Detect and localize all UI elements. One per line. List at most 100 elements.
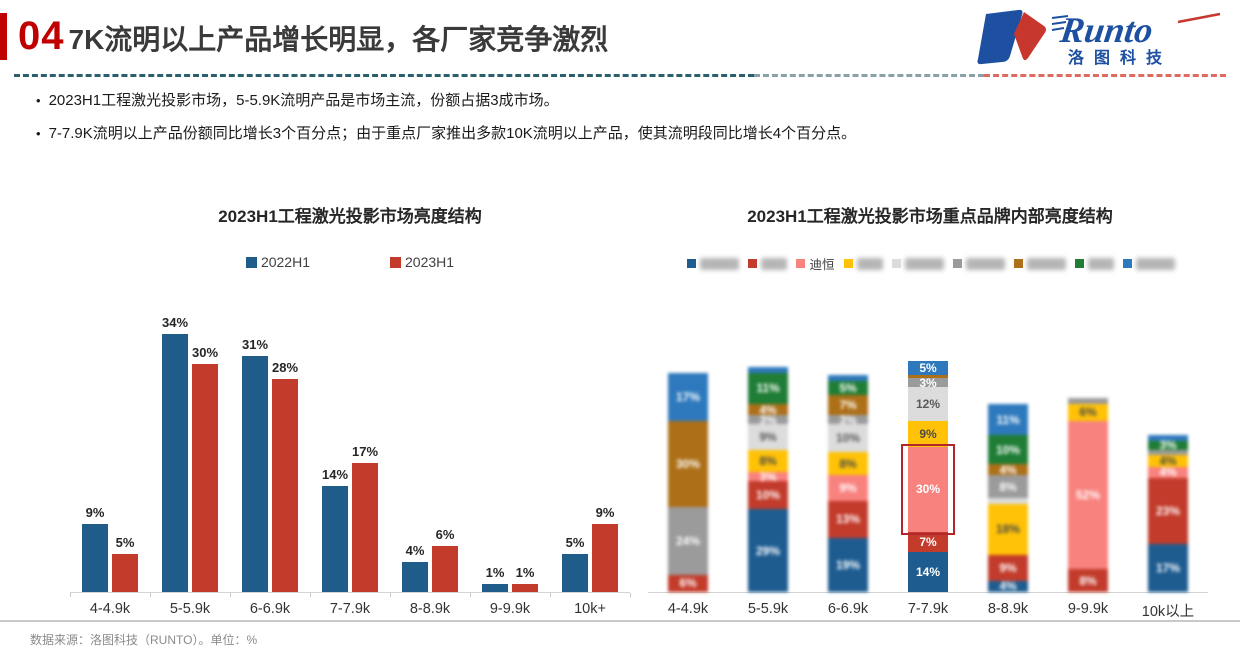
runto-logo: Runto 洛图科技 — [972, 6, 1222, 70]
bar-segment: 10% — [988, 435, 1028, 464]
bar-value-label: 6% — [435, 527, 455, 543]
bar-segment: 9% — [828, 475, 868, 501]
bar — [432, 546, 458, 592]
logo-mark-red — [1014, 12, 1046, 61]
right-chart-title: 2023H1工程激光投影市场重点品牌内部亮度结构 — [747, 207, 1113, 226]
bar-value-label: 31% — [241, 337, 269, 353]
bar-segment: 29% — [748, 509, 788, 592]
bar-segment: 3% — [908, 377, 948, 388]
stacked-bar: 6% 24% 30% 17% — [668, 372, 708, 592]
bar-segment: 3% — [1148, 440, 1188, 451]
bar-segment: 11% — [988, 403, 1028, 436]
bar-value-label: 28% — [271, 360, 299, 376]
bar-segment — [748, 366, 788, 373]
bullet-list: • 2023H1工程激光投影市场，5-5.9K流明产品是市场主流，份额占据3成市… — [36, 90, 1186, 156]
bar-segment: 12% — [908, 386, 948, 422]
axis-tick — [630, 593, 631, 597]
bar-segment: 8% — [988, 475, 1028, 498]
red-accent-bar — [0, 13, 7, 60]
bar-segment: 4% — [988, 580, 1028, 593]
bar — [352, 462, 378, 592]
bar-segment: 9% — [988, 554, 1028, 581]
logo-subtext: 洛图科技 — [1068, 48, 1172, 67]
bar — [592, 523, 618, 592]
bar — [82, 523, 108, 592]
logo-text: Runto — [1057, 10, 1156, 50]
legend-label: 迪恒 — [809, 258, 835, 272]
legend-item — [952, 257, 1005, 270]
legend-item — [891, 257, 944, 270]
dashed-separator-teal — [14, 74, 754, 77]
grouped-bar-plot: 9% 5% 4-4.9k 34% 30% 5-5.9k 31% 28% 6-6.9k 14% 17%… — [70, 290, 631, 617]
stacked-bar-plot: 6% 24% 30% 17% 4-4.9k 29% 10% 3% 8% 9% 3% 4% 11% 5-5.… — [648, 290, 1208, 620]
right-chart-legend: 迪恒 — [642, 254, 1220, 273]
page-title: 7K流明以上产品增长明显，各厂家竞争激烈 — [68, 24, 609, 55]
bar-segment — [1148, 449, 1188, 456]
stacked-bar: 19% 13% 9% 8% 10% 3% 7% 5% — [828, 375, 868, 592]
bar-value-label: 14% — [321, 466, 349, 482]
bar-value-label: 1% — [515, 565, 535, 581]
logo-swoosh — [1177, 12, 1221, 24]
legend-label-blurred — [700, 257, 740, 270]
legend-item: 迪恒 — [796, 254, 835, 273]
bar-segment: 7% — [908, 532, 948, 553]
left-chart-title: 2023H1工程激光投影市场亮度结构 — [218, 207, 482, 226]
bar-segment — [908, 375, 948, 379]
legend-color-marker — [687, 259, 697, 268]
axis-tick — [550, 593, 551, 597]
x-axis-label: 5-5.9k — [747, 601, 789, 617]
bar-value-label: 5% — [115, 535, 135, 550]
legend-label-blurred — [904, 257, 944, 270]
bar — [192, 364, 218, 592]
bar — [162, 333, 188, 592]
legend-color-marker — [952, 259, 962, 268]
bar-segment: 9% — [908, 421, 948, 447]
bar-segment: 13% — [828, 500, 868, 538]
bar-segment: 4% — [1148, 466, 1188, 479]
left-chart-legend: 2022H1 2023H1 — [70, 254, 630, 270]
bar-value-label: 9% — [595, 504, 615, 520]
bar — [402, 561, 428, 592]
legend-color-marker — [390, 256, 401, 268]
bar — [512, 584, 538, 592]
bar-segment: 8% — [748, 449, 788, 473]
legend-color-marker — [1013, 259, 1023, 268]
bar-segment — [988, 497, 1028, 504]
x-axis-label: 7-7.9k — [329, 601, 371, 617]
x-axis-label: 6-6.9k — [249, 601, 291, 617]
stacked-bar: 8% 52% 6% — [1068, 398, 1108, 592]
bar — [322, 485, 348, 592]
bar-segment — [1068, 398, 1108, 404]
legend-label-blurred — [1135, 257, 1175, 270]
x-axis-label: 10k+ — [574, 601, 606, 617]
bar-segment: 6% — [1068, 403, 1108, 422]
bullet-item: • 7-7.9K流明以上产品份额同比增长3个百分点；由于重点厂家推出多款10K流… — [36, 123, 1186, 145]
bar-value-label: 34% — [161, 314, 189, 330]
legend-item — [687, 257, 740, 270]
axis-tick — [230, 593, 231, 597]
bar-segment: 23% — [1148, 478, 1188, 544]
bar-value-label: 4% — [405, 542, 425, 558]
bullet-text: 7-7.9K流明以上产品份额同比增长3个百分点；由于重点厂家推出多款10K流明以… — [48, 125, 857, 143]
x-axis-label: 8-8.9k — [409, 601, 451, 617]
bar-value-label: 5% — [565, 535, 585, 550]
bar-segment: 6% — [668, 574, 708, 592]
bar-segment: 5% — [908, 361, 948, 376]
bar-segment: 30% — [901, 443, 955, 536]
legend-item: 2022H1 — [245, 254, 310, 270]
x-axis-label: 10k以上 — [1141, 604, 1195, 620]
x-axis-label: 8-8.9k — [987, 601, 1029, 617]
bar-segment: 30% — [668, 421, 708, 507]
axis-tick — [390, 593, 391, 597]
x-axis-label: 6-6.9k — [827, 601, 869, 617]
bar-segment: 3% — [748, 471, 788, 482]
bar-value-label: 17% — [351, 443, 379, 459]
legend-label-blurred — [856, 257, 883, 270]
x-axis-line — [648, 592, 1208, 593]
bottom-divider — [0, 620, 1240, 622]
bar-segment: 8% — [1068, 569, 1108, 592]
logo-mark-blue — [977, 9, 1023, 65]
bar-segment — [828, 375, 868, 382]
slide-number: 04 — [18, 14, 65, 58]
